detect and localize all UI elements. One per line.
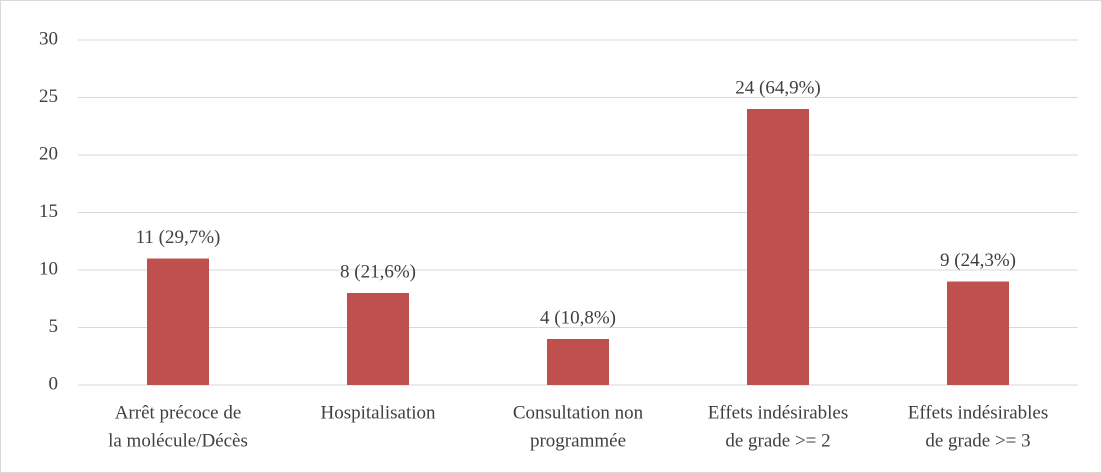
x-tick-label: Arrêt précoce de bbox=[115, 402, 242, 423]
x-tick-label: la molécule/Décès bbox=[108, 430, 248, 451]
y-tick-label: 20 bbox=[39, 143, 58, 164]
x-tick-label: Effets indésirables bbox=[908, 402, 1049, 423]
x-tick-label: Hospitalisation bbox=[320, 402, 436, 423]
y-tick-label: 5 bbox=[49, 316, 59, 337]
data-label: 8 (21,6%) bbox=[340, 261, 416, 282]
x-tick-label: de grade >= 3 bbox=[925, 430, 1030, 451]
x-tick-label: Effets indésirables bbox=[708, 402, 849, 423]
bar bbox=[347, 293, 409, 385]
x-tick-label: programmée bbox=[530, 430, 626, 451]
y-tick-label: 30 bbox=[39, 28, 58, 49]
bar bbox=[147, 258, 209, 385]
data-label: 9 (24,3%) bbox=[940, 250, 1016, 271]
bar bbox=[747, 109, 809, 385]
x-tick-label: Consultation non bbox=[513, 402, 644, 423]
y-tick-label: 25 bbox=[39, 86, 58, 107]
x-tick-label: de grade >= 2 bbox=[725, 430, 830, 451]
bar bbox=[947, 281, 1009, 385]
data-label: 4 (10,8%) bbox=[540, 307, 616, 328]
y-tick-label: 10 bbox=[39, 258, 58, 279]
data-label: 24 (64,9%) bbox=[735, 77, 820, 98]
y-tick-label: 0 bbox=[49, 373, 59, 394]
y-tick-label: 15 bbox=[39, 201, 58, 222]
data-label: 11 (29,7%) bbox=[136, 227, 221, 248]
bar bbox=[547, 339, 609, 385]
